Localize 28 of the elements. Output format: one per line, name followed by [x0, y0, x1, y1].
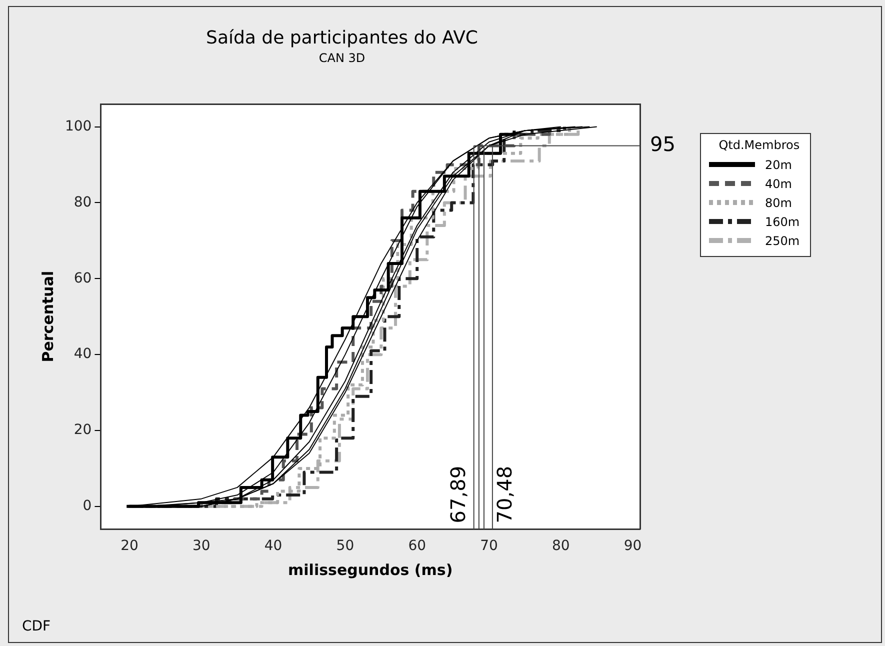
x-axis-title: milissegundos (ms) — [288, 560, 453, 579]
y-tick-label: 40 — [74, 346, 92, 362]
y-tick-label: 80 — [74, 194, 92, 210]
x-tick-label: 90 — [624, 538, 642, 554]
legend-label: 40m — [765, 176, 792, 190]
x-tick-label: 60 — [408, 538, 426, 554]
y-tick-label: 20 — [74, 422, 92, 438]
y-tick-label: 100 — [64, 118, 92, 134]
legend-label: 160m — [765, 214, 800, 228]
legend-label: 250m — [765, 234, 800, 248]
ref-line-label: 67,89 — [446, 466, 470, 524]
legend-label: 20m — [765, 158, 792, 172]
chart-subtitle: CAN 3D — [318, 50, 366, 65]
y-tick-label: 60 — [74, 270, 92, 286]
x-tick-label: 40 — [264, 538, 282, 554]
y-axis-title: Percentual — [38, 270, 57, 362]
ref-line-label: 95 — [650, 132, 676, 156]
x-tick-label: 50 — [336, 538, 354, 554]
legend-label: 80m — [765, 196, 792, 210]
chart-title: Saída de participantes do AVC — [206, 27, 478, 48]
x-tick-label: 70 — [480, 538, 498, 554]
legend-title: Qtd.Membros — [718, 138, 800, 152]
ref-line-label: 70,48 — [492, 466, 517, 524]
text: CDF — [22, 618, 51, 635]
x-tick-label: 20 — [120, 538, 138, 554]
x-tick-label: 80 — [552, 538, 570, 554]
y-tick-label: 0 — [82, 498, 92, 514]
x-tick-label: 30 — [192, 538, 210, 554]
